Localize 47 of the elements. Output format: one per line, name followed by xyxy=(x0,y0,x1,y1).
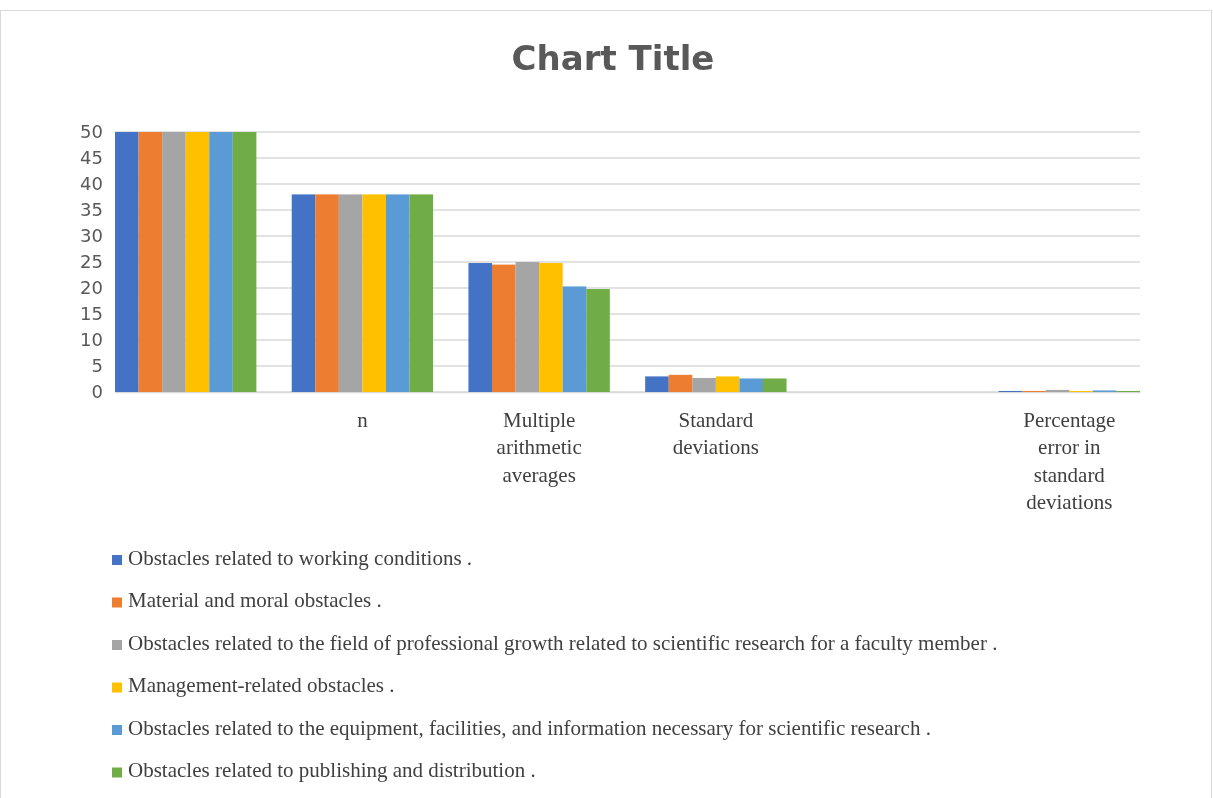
bar xyxy=(539,263,563,392)
bar xyxy=(185,132,210,392)
legend-label: Material and moral obstacles . xyxy=(128,588,382,613)
bar xyxy=(291,194,316,392)
legend-label: Obstacles related to the equipment, facilities, and information necessary for scientific research . xyxy=(128,715,931,740)
bar xyxy=(362,194,386,392)
bar xyxy=(338,194,363,392)
legend-label: Obstacles related to the field of professional growth related to scientific research for a faculty member . xyxy=(128,630,998,655)
bar xyxy=(492,264,516,392)
y-tick-label: 25 xyxy=(80,251,103,273)
bar xyxy=(739,378,763,392)
bar xyxy=(715,376,740,392)
legend-label: Management-related obstacles . xyxy=(128,673,395,698)
bar xyxy=(692,377,716,392)
legend-label: Obstacles related to working conditions . xyxy=(128,545,473,570)
x-tick-label: Standard deviations xyxy=(672,407,760,460)
x-tick-label: Percentage error in standard deviations xyxy=(1023,407,1116,514)
y-tick-label: 15 xyxy=(80,303,103,325)
bar xyxy=(515,262,540,392)
y-tick-label: 0 xyxy=(91,381,103,403)
bar xyxy=(409,194,434,392)
bar xyxy=(115,132,139,392)
y-tick-label: 10 xyxy=(80,329,103,351)
y-tick-label: 5 xyxy=(91,355,103,377)
bar xyxy=(645,376,669,392)
bar xyxy=(209,132,233,392)
bar xyxy=(315,194,339,392)
bar xyxy=(385,194,410,392)
bar xyxy=(162,132,186,392)
chart-title: Chart Title xyxy=(511,38,715,78)
bar xyxy=(1045,389,1070,392)
x-tick-label: n xyxy=(357,407,369,432)
y-tick-label: 35 xyxy=(80,199,103,221)
y-tick-label: 20 xyxy=(80,277,103,299)
y-tick-label: 45 xyxy=(80,147,103,169)
bar xyxy=(562,286,587,392)
bar xyxy=(762,378,787,392)
y-tick-label: 40 xyxy=(80,173,103,195)
bar xyxy=(586,289,610,392)
bar xyxy=(138,132,163,392)
y-tick-label: 50 xyxy=(80,121,103,143)
y-tick-label: 30 xyxy=(80,225,103,247)
bar xyxy=(468,263,493,392)
x-tick-label: Multiple arithmetic averages xyxy=(496,407,582,487)
bar xyxy=(668,374,693,392)
bar xyxy=(232,132,257,392)
legend-label: Obstacles related to publishing and distribution . xyxy=(128,758,536,783)
